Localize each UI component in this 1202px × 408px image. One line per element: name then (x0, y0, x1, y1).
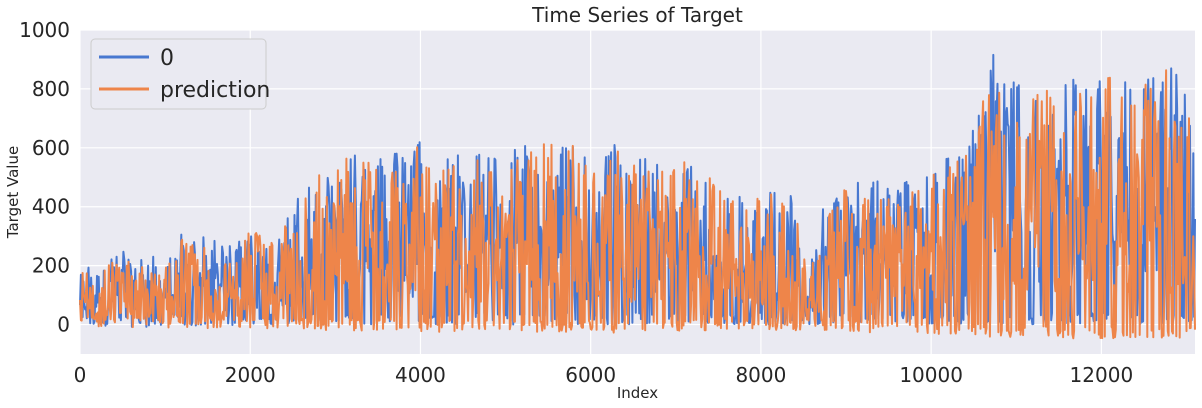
y-tick-label: 1000 (19, 18, 70, 42)
y-tick-label: 200 (32, 254, 70, 278)
x-tick-label: 6000 (565, 363, 616, 387)
y-tick-label: 0 (57, 313, 70, 337)
x-tick-label: 10000 (899, 363, 963, 387)
series-layer (79, 53, 1196, 340)
x-tick-label: 0 (74, 363, 87, 387)
y-axis-label: Target Value (4, 146, 22, 239)
legend-label-prediction: prediction (160, 78, 270, 103)
x-axis-label: Index (617, 384, 658, 402)
series-line-prediction (79, 69, 1196, 340)
y-tick-label: 800 (32, 77, 70, 101)
x-tick-label: 12000 (1070, 363, 1134, 387)
legend-label-series-0: 0 (160, 46, 174, 71)
legend: 0 prediction (90, 38, 270, 110)
x-tick-label: 4000 (395, 363, 446, 387)
x-axis-ticks: 0 2000 4000 6000 8000 10000 12000 (74, 363, 1134, 387)
y-tick-label: 600 (32, 136, 70, 160)
x-tick-label: 8000 (735, 363, 786, 387)
y-axis-ticks: 0 200 400 600 800 1000 (19, 18, 70, 337)
y-tick-label: 400 (32, 195, 70, 219)
chart-title: Time Series of Target (531, 3, 743, 27)
x-tick-label: 2000 (225, 363, 276, 387)
